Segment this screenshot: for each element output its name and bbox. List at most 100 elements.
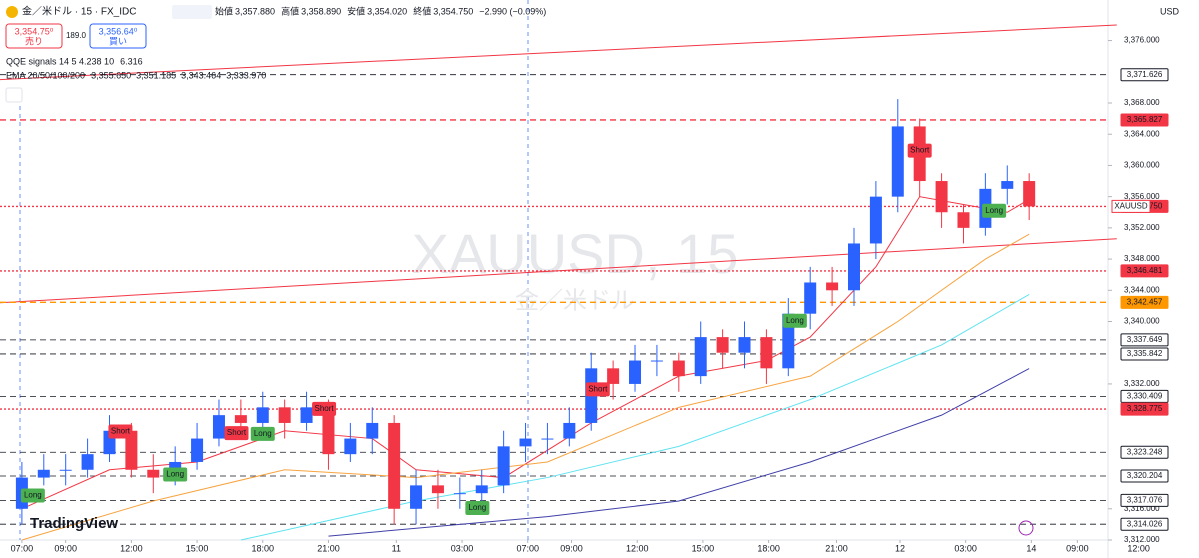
level-tag xyxy=(1120,264,1169,278)
collapse-button[interactable] xyxy=(5,87,23,103)
y-tick-label: 3,344.000 xyxy=(1124,285,1160,294)
candle-body xyxy=(322,407,335,455)
candle-body xyxy=(234,415,247,423)
x-tick-label: 21:00 xyxy=(825,543,848,553)
symbol-tag xyxy=(1111,199,1151,213)
signal-box xyxy=(312,401,337,416)
x-tick-label: 12 xyxy=(895,543,905,553)
sell-button[interactable] xyxy=(5,23,63,49)
level-tag xyxy=(1120,68,1169,82)
signal-label: Long xyxy=(985,206,1003,215)
y-tick-label: 3,316.000 xyxy=(1124,504,1160,513)
candle-body xyxy=(716,337,729,353)
y-tick-label: 3,352.000 xyxy=(1124,223,1160,232)
level-label: 3,346.481 xyxy=(1127,266,1163,275)
signal-box xyxy=(20,488,45,503)
signal-label: Short xyxy=(910,146,930,155)
icons[interactable] xyxy=(172,5,212,19)
signal-label: Long xyxy=(786,316,804,325)
level-label: 3,328.775 xyxy=(1127,404,1163,413)
indicator-value: 3,355.650 xyxy=(91,70,131,80)
candle-body xyxy=(256,407,269,423)
indicator-value: 6.316 xyxy=(120,56,143,66)
buy-button[interactable] xyxy=(89,23,147,49)
level-tag xyxy=(1120,389,1169,403)
candle-body xyxy=(760,337,773,369)
level-label: 3,335.842 xyxy=(1127,349,1163,358)
candle-body xyxy=(826,282,839,291)
candle-body xyxy=(541,438,554,440)
ohlc-value: 3,358.890 xyxy=(301,6,341,16)
candle-body xyxy=(847,243,860,291)
y-tick-label: 3,368.000 xyxy=(1124,98,1160,107)
x-tick-label: 03:00 xyxy=(451,543,474,553)
indicator-name: QQE signals 14 5 4.238 10 xyxy=(6,56,114,66)
trendline xyxy=(0,24,1117,81)
x-tick-label: 11 xyxy=(392,543,401,553)
candle-body xyxy=(431,485,444,494)
candle-body xyxy=(212,415,225,439)
candle-body xyxy=(59,469,72,471)
x-tick-label: 09:00 xyxy=(560,543,583,553)
candle-body xyxy=(804,282,817,314)
candle-body xyxy=(410,485,423,509)
y-tick-label: 3,360.000 xyxy=(1124,161,1160,170)
y-tick-label: 3,312.000 xyxy=(1124,535,1160,544)
signal-box xyxy=(163,467,188,482)
candle-body xyxy=(650,360,663,362)
symbol-icon xyxy=(6,6,18,18)
overlay: 金／米ドル · 15 · FX_IDC 3,354.75⁰ 売り 189.0 3… xyxy=(5,5,1180,553)
x-tick-label: 03:00 xyxy=(954,543,977,553)
sell-label: 売り xyxy=(25,35,43,46)
candle-body xyxy=(366,422,379,439)
buy-price: 3,356.64⁰ xyxy=(99,26,138,36)
signal-box xyxy=(250,426,275,441)
candle-body xyxy=(891,126,904,197)
x-tick-label: 09:00 xyxy=(54,543,77,553)
level-label: 3,365.827 xyxy=(1127,115,1163,124)
signal-box xyxy=(982,203,1007,218)
indicator-name: EMA 20/50/100/200 xyxy=(6,70,85,80)
x-tick-label: 18:00 xyxy=(757,543,780,553)
level-tag xyxy=(1120,445,1169,459)
x-tick-label: 07:00 xyxy=(11,543,34,553)
candle-body xyxy=(694,337,707,377)
ohlc-label: 始値 xyxy=(215,5,233,16)
candle-body xyxy=(453,493,466,495)
event-icon[interactable] xyxy=(1018,520,1034,536)
signal-label: Short xyxy=(111,427,131,436)
candle-body xyxy=(344,438,357,455)
y-tick-label: 3,376.000 xyxy=(1124,36,1160,45)
x-tick-label: 18:00 xyxy=(252,543,275,553)
signal-box xyxy=(224,426,249,441)
x-tick-label: 12:00 xyxy=(1127,543,1150,553)
x-tick-label: 12:00 xyxy=(120,543,143,553)
indicator-value: 3,333.970 xyxy=(226,70,266,80)
indicator-value: 3,343.464 xyxy=(181,70,221,80)
level-label: 3,314.026 xyxy=(1127,519,1163,528)
buy-label: 買い xyxy=(109,36,127,46)
candle-body xyxy=(672,360,685,377)
x-tick-label: 21:00 xyxy=(317,543,340,553)
sell-price: 3,354.75⁰ xyxy=(15,26,54,36)
ohlc-label: 安値 xyxy=(347,5,365,16)
candle-body xyxy=(957,212,970,228)
signal-label: Long xyxy=(254,429,272,438)
candle-body xyxy=(81,454,94,470)
x-tick-label: 14 xyxy=(1026,543,1036,553)
watermark-subtitle: 金／米ドル xyxy=(515,287,635,314)
level-tag xyxy=(1120,333,1169,347)
candle-body xyxy=(629,360,642,384)
signal-box xyxy=(782,313,807,328)
level-tag xyxy=(1120,295,1169,309)
candle-body xyxy=(475,485,488,494)
candle-body xyxy=(1023,181,1036,207)
candle-body xyxy=(147,469,160,478)
candle-body xyxy=(37,469,50,478)
x-tick-label: 12:00 xyxy=(626,543,649,553)
candle-body xyxy=(125,430,138,470)
logo: TradingView xyxy=(30,515,118,532)
ema-line xyxy=(21,233,1030,541)
level-label: 3,323.248 xyxy=(1127,447,1163,456)
change: −2.990 (−0.09%) xyxy=(479,6,546,16)
